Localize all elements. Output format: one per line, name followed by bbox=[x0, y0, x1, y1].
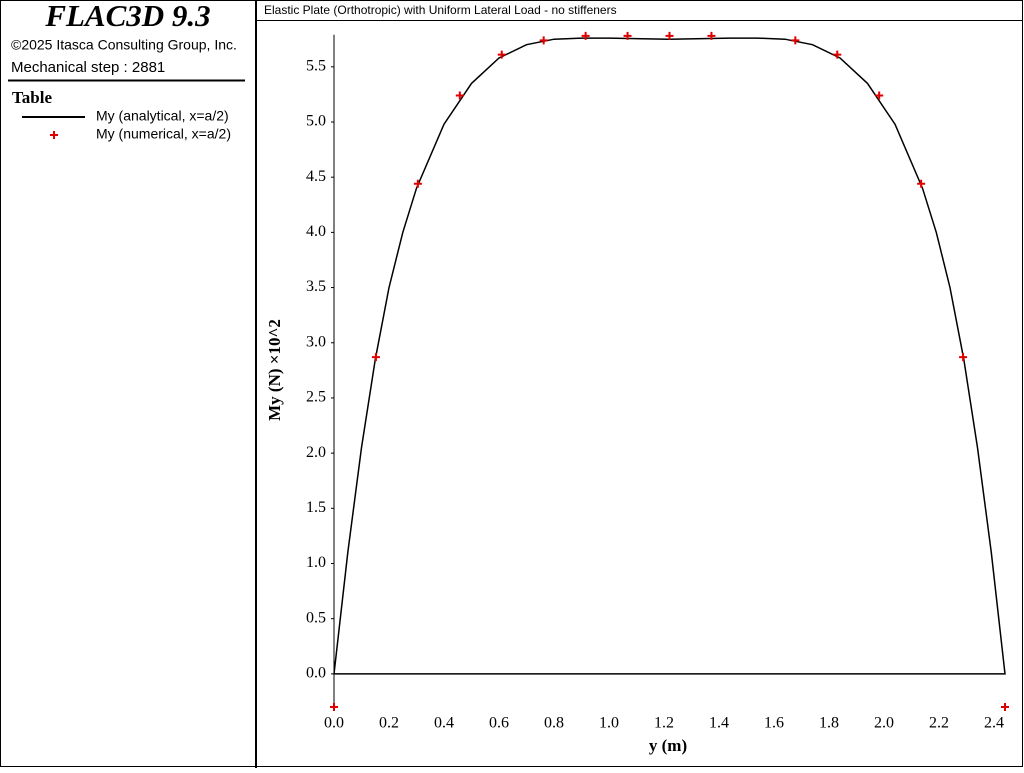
marker bbox=[833, 50, 842, 59]
analytical-line bbox=[333, 37, 1006, 675]
marker bbox=[455, 91, 464, 100]
marker bbox=[665, 31, 674, 40]
x-tick-label: 0.8 bbox=[544, 715, 564, 732]
y-tick-label: 1.0 bbox=[306, 554, 326, 571]
marker bbox=[623, 31, 632, 40]
marker bbox=[330, 703, 338, 711]
panel-title: Table bbox=[12, 88, 52, 107]
x-tick-label: 0.6 bbox=[489, 715, 509, 732]
y-axis-label: My (N) ×10^2 bbox=[265, 319, 284, 421]
y-tick-label: 1.5 bbox=[306, 499, 326, 516]
y-tick-label: 0.0 bbox=[306, 665, 326, 682]
x-tick-label: 1.6 bbox=[764, 715, 784, 732]
y-tick-label: 3.0 bbox=[306, 333, 326, 350]
y-tick-label: 5.0 bbox=[306, 113, 326, 130]
y-tick-label: 2.0 bbox=[306, 444, 326, 461]
marker bbox=[371, 353, 380, 362]
marker bbox=[791, 36, 800, 45]
y-tick-label: 2.5 bbox=[306, 389, 326, 406]
x-tick-label: 1.4 bbox=[709, 715, 729, 732]
x-tick-label: 0.2 bbox=[379, 715, 399, 732]
marker bbox=[707, 31, 716, 40]
marker bbox=[581, 31, 590, 40]
y-tick-label: 4.0 bbox=[306, 223, 326, 240]
copyright: ©2025 Itasca Consulting Group, Inc. bbox=[11, 37, 237, 53]
x-axis-label: y (m) bbox=[649, 736, 687, 755]
legend-swatch bbox=[50, 131, 58, 139]
marker bbox=[539, 36, 548, 45]
y-tick-label: 3.5 bbox=[306, 278, 326, 295]
y-tick-label: 4.5 bbox=[306, 168, 326, 185]
x-tick-label: 0.4 bbox=[434, 715, 454, 732]
y-tick-label: 0.5 bbox=[306, 609, 326, 626]
chart-title: Elastic Plate (Orthotropic) with Uniform… bbox=[264, 3, 617, 17]
y-tick-label: 5.5 bbox=[306, 57, 326, 74]
step: Mechanical step : 2881 bbox=[11, 59, 165, 76]
legend-label: My (analytical, x=a/2) bbox=[96, 108, 229, 124]
marker bbox=[413, 179, 422, 188]
x-tick-label: 2.0 bbox=[874, 715, 894, 732]
marker bbox=[959, 353, 968, 362]
marker bbox=[1001, 703, 1009, 711]
x-tick-label: 1.0 bbox=[599, 715, 619, 732]
marker bbox=[917, 179, 926, 188]
product-title: FLAC3D 9.3 bbox=[44, 0, 210, 33]
x-tick-label: 2.4 bbox=[984, 715, 1004, 732]
marker bbox=[875, 91, 884, 100]
x-tick-label: 1.2 bbox=[654, 715, 674, 732]
x-tick-label: 1.8 bbox=[819, 715, 839, 732]
marker bbox=[497, 50, 506, 59]
x-tick-label: 0.0 bbox=[324, 715, 344, 732]
legend-label: My (numerical, x=a/2) bbox=[96, 126, 231, 142]
x-tick-label: 2.2 bbox=[929, 715, 949, 732]
